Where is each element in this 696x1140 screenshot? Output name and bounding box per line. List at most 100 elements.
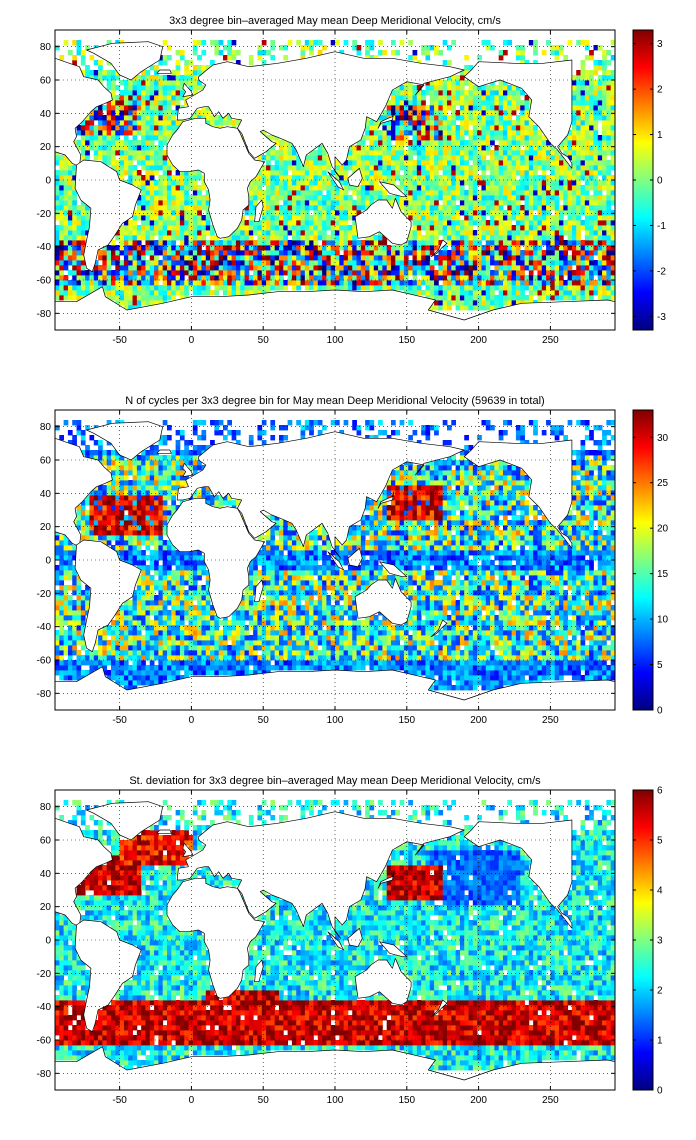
heatmap-cell <box>567 210 573 216</box>
heatmap-cell <box>343 160 349 166</box>
heatmap-cell <box>119 80 125 86</box>
heatmap-cell <box>261 210 267 216</box>
heatmap-cell <box>459 205 465 211</box>
heatmap-cell <box>576 140 581 146</box>
heatmap-cell <box>72 250 77 256</box>
heatmap-cell <box>85 225 90 231</box>
heatmap-cell <box>515 85 521 91</box>
heatmap-cell <box>317 165 323 171</box>
heatmap-cell <box>412 170 418 176</box>
heatmap-cell <box>485 275 491 281</box>
heatmap-cell <box>80 55 86 61</box>
heatmap-cell <box>244 210 250 216</box>
heatmap-cell <box>322 275 327 281</box>
heatmap-cell <box>438 120 444 126</box>
heatmap-cell <box>602 175 607 181</box>
heatmap-cell <box>455 250 461 256</box>
heatmap-cell <box>317 190 323 196</box>
heatmap-cell <box>106 110 112 116</box>
heatmap-cell <box>171 270 177 276</box>
heatmap-cell <box>610 675 615 681</box>
heatmap-cell <box>459 75 465 81</box>
heatmap-cell <box>192 115 198 121</box>
heatmap-cell <box>455 170 461 176</box>
heatmap-cell <box>145 275 151 281</box>
heatmap-cell <box>494 135 500 141</box>
heatmap-cell <box>89 110 95 116</box>
heatmap-cell <box>266 190 271 196</box>
heatmap-cell <box>472 165 478 171</box>
heatmap-cell <box>132 670 138 676</box>
heatmap-cell <box>317 265 323 271</box>
heatmap-cell <box>507 240 513 246</box>
heatmap-cell <box>434 305 439 311</box>
heatmap-cell <box>128 235 133 241</box>
heatmap-cell <box>438 665 444 671</box>
heatmap-cell <box>72 195 77 201</box>
heatmap-cell <box>546 245 551 251</box>
heatmap-cell <box>602 205 607 211</box>
heatmap-cell <box>72 230 77 236</box>
heatmap-cell <box>369 265 375 271</box>
heatmap-cell <box>154 125 159 131</box>
heatmap-cell <box>481 160 487 166</box>
heatmap-cell <box>537 245 543 251</box>
heatmap-cell <box>179 50 185 56</box>
heatmap-cell <box>386 260 392 266</box>
heatmap-cell <box>412 235 418 241</box>
heatmap-cell <box>391 130 396 136</box>
heatmap-cell <box>158 250 164 256</box>
heatmap-cell <box>296 220 301 226</box>
heatmap-cell <box>227 45 233 51</box>
heatmap-cell <box>76 290 82 296</box>
heatmap-cell <box>102 270 108 276</box>
heatmap-cell <box>141 110 146 116</box>
heatmap-cell <box>300 55 306 61</box>
heatmap-cell <box>412 150 418 156</box>
heatmap-cell <box>408 185 413 191</box>
heatmap-cell <box>408 200 413 206</box>
heatmap-cell <box>171 165 177 171</box>
heatmap-cell <box>106 125 112 131</box>
heatmap-cell <box>145 300 151 306</box>
heatmap-cell <box>602 120 607 126</box>
heatmap-cell <box>429 685 435 691</box>
heatmap-cell <box>369 260 375 266</box>
heatmap-cell <box>447 235 452 241</box>
heatmap-cell <box>597 45 603 51</box>
heatmap-cell <box>119 295 125 301</box>
heatmap-cell <box>291 175 297 181</box>
heatmap-cell <box>141 200 146 206</box>
heatmap-cell <box>477 235 482 241</box>
heatmap-cell <box>584 295 590 301</box>
heatmap-cell <box>602 240 607 246</box>
heatmap-cell <box>274 170 280 176</box>
heatmap-cell <box>128 270 133 276</box>
heatmap-cell <box>593 65 599 71</box>
heatmap-cell <box>266 170 271 176</box>
heatmap-cell <box>511 255 517 261</box>
heatmap-cell <box>59 165 65 171</box>
heatmap-cell <box>610 280 615 286</box>
heatmap-cell <box>584 105 590 111</box>
heatmap-cell <box>434 45 439 51</box>
heatmap-cell <box>391 135 396 141</box>
heatmap-cell <box>373 190 379 196</box>
heatmap-cell <box>520 670 525 676</box>
heatmap-cell <box>421 170 426 176</box>
heatmap-cell <box>455 175 461 181</box>
heatmap-cell <box>149 185 155 191</box>
heatmap-cell <box>447 220 452 226</box>
heatmap-cell <box>192 65 198 71</box>
heatmap-cell <box>205 280 211 286</box>
heatmap-cell <box>192 285 198 291</box>
heatmap-cell <box>322 255 327 261</box>
heatmap-cell <box>447 210 452 216</box>
heatmap-cell <box>399 115 405 121</box>
heatmap-cell <box>459 305 465 311</box>
heatmap-cell <box>356 240 362 246</box>
heatmap-cell <box>373 195 379 201</box>
heatmap-cell <box>132 210 138 216</box>
heatmap-cell <box>425 270 431 276</box>
heatmap-cell <box>524 235 530 241</box>
